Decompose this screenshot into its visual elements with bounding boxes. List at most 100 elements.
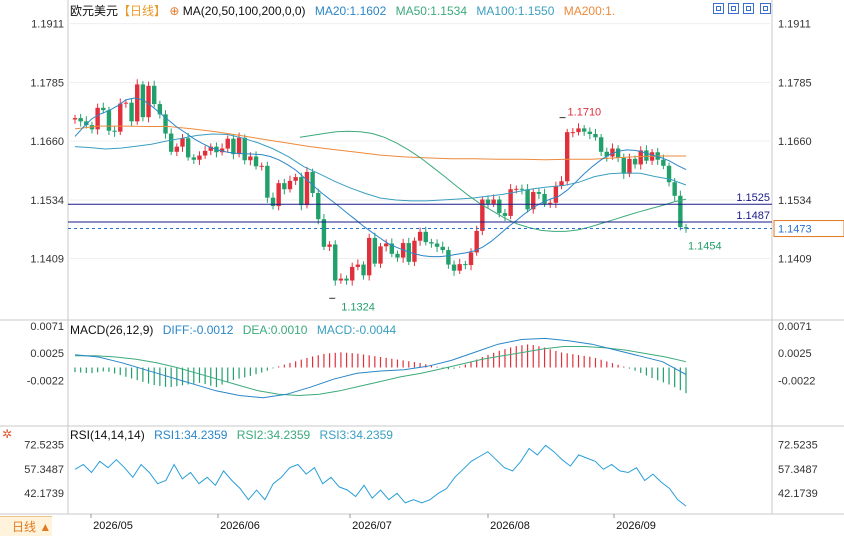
candle-body bbox=[366, 237, 372, 276]
candle-body bbox=[174, 146, 180, 152]
candle-body bbox=[316, 192, 321, 220]
candle-body bbox=[598, 137, 604, 152]
candle-body bbox=[72, 118, 78, 120]
indicator-settings-icon[interactable]: ✲ bbox=[2, 427, 13, 441]
candle-body bbox=[434, 243, 440, 247]
price-tick-left: 1.1534 bbox=[30, 195, 64, 207]
candle-body bbox=[468, 252, 474, 266]
candle-body bbox=[463, 264, 468, 266]
current-price-label: 1.1473 bbox=[778, 224, 812, 236]
candle-body bbox=[514, 188, 519, 190]
candle-body bbox=[542, 193, 547, 204]
rsi3-legend: RSI3:34.2359 bbox=[319, 428, 393, 442]
ma20-legend: MA20:1.1602 bbox=[314, 4, 387, 18]
period-label[interactable]: 【日线】 bbox=[118, 4, 167, 18]
candle-body bbox=[576, 128, 581, 133]
candle-body bbox=[338, 278, 344, 281]
candle-body bbox=[84, 121, 89, 126]
candle-body bbox=[604, 151, 609, 157]
candle-body bbox=[304, 171, 310, 206]
candle-body bbox=[627, 158, 632, 174]
recent-low-label: 1.1454 bbox=[688, 240, 722, 252]
period-tab-label: 日线 bbox=[12, 520, 37, 534]
rsi-spec-label[interactable]: RSI(14,14,14) bbox=[70, 428, 145, 442]
candle-body bbox=[112, 130, 117, 132]
candle-body bbox=[429, 242, 434, 244]
price-tick-left: 1.1409 bbox=[30, 254, 64, 266]
level-1-label: 1.1525 bbox=[736, 192, 770, 204]
ma-spec-label[interactable]: MA(20,50,100,200,0,0) bbox=[182, 4, 306, 18]
price-tick-left: 1.1911 bbox=[31, 19, 64, 31]
zoom-tool-icon[interactable] bbox=[728, 3, 739, 14]
candle-body bbox=[678, 195, 683, 228]
candle-body bbox=[581, 128, 587, 132]
candle-body bbox=[383, 243, 389, 247]
candle-body bbox=[242, 137, 247, 161]
candle-body bbox=[197, 155, 202, 160]
rsi-tick-left: 57.3487 bbox=[24, 464, 64, 476]
macd-header: MACD(26,12,9) DIFF:-0.0012 DEA:0.0010 MA… bbox=[70, 323, 396, 337]
candle-body bbox=[570, 132, 576, 134]
rsi-tick-left: 42.1739 bbox=[24, 488, 64, 500]
candle-body bbox=[185, 138, 191, 158]
candle-body bbox=[502, 213, 508, 216]
candle-body bbox=[457, 264, 462, 271]
candle-body bbox=[451, 264, 457, 271]
x-axis-label: 2026/09 bbox=[616, 520, 656, 532]
diff-line bbox=[74, 337, 687, 399]
candle-body bbox=[219, 148, 225, 153]
price-tick-right: 1.1785 bbox=[778, 78, 812, 90]
period-tab[interactable]: 日线 ▲ bbox=[0, 516, 52, 536]
candle-body bbox=[276, 183, 281, 207]
candle-body bbox=[180, 138, 185, 147]
candle-body bbox=[525, 189, 530, 210]
high-label: 1.1710 bbox=[568, 107, 602, 119]
candle-body bbox=[106, 110, 112, 131]
candle-body bbox=[248, 156, 253, 161]
macd-tick-right: 0.0025 bbox=[778, 348, 812, 360]
crosshair-tool-icon[interactable] bbox=[713, 3, 724, 14]
candle-body bbox=[531, 192, 536, 210]
move-tool-icon[interactable] bbox=[743, 3, 754, 14]
candle-body bbox=[485, 199, 491, 204]
dea-legend: DEA:0.0010 bbox=[242, 323, 308, 337]
price-header: 欧元美元【日线】 ⊕ MA(20,50,100,200,0,0) MA20:1.… bbox=[70, 4, 615, 18]
low-label: 1.1324 bbox=[341, 301, 375, 313]
rsi-tick-right: 57.3487 bbox=[778, 464, 818, 476]
candle-body bbox=[389, 243, 395, 254]
settings-gear-icon[interactable]: ⊕ bbox=[169, 4, 180, 18]
macd-spec-label[interactable]: MACD(26,12,9) bbox=[70, 323, 154, 337]
candle-body bbox=[157, 104, 163, 115]
candle-body bbox=[208, 146, 213, 151]
ma100-legend: MA100:1.1550 bbox=[476, 4, 555, 18]
price-tick-right: 1.1534 bbox=[778, 195, 812, 207]
fullscreen-icon[interactable] bbox=[760, 3, 771, 14]
current-price-tag bbox=[773, 220, 844, 238]
candle-body bbox=[474, 230, 479, 253]
candle-body bbox=[587, 131, 593, 135]
candle-body bbox=[610, 148, 615, 157]
macd-tick-left: 0.0071 bbox=[30, 321, 64, 333]
candle-body bbox=[118, 103, 123, 132]
candle-body bbox=[282, 183, 287, 190]
candle-body bbox=[615, 148, 621, 158]
candle-body bbox=[123, 102, 129, 104]
ma50-line bbox=[299, 130, 687, 232]
candle-body bbox=[333, 244, 338, 281]
caret-up-icon: ▲ bbox=[36, 520, 52, 534]
macd-legend: MACD:-0.0044 bbox=[316, 323, 397, 337]
candle-body bbox=[440, 246, 445, 251]
candle-body bbox=[327, 244, 332, 247]
dea-line bbox=[75, 346, 687, 397]
candle-body bbox=[632, 158, 638, 165]
rsi-line bbox=[74, 444, 687, 507]
candle-body bbox=[553, 185, 559, 203]
macd-tick-right: 0.0071 bbox=[778, 321, 812, 333]
candle-body bbox=[508, 189, 513, 216]
price-tick-right: 1.1409 bbox=[778, 254, 812, 266]
candle-body bbox=[140, 84, 146, 118]
candle-body bbox=[683, 227, 689, 229]
candle-body bbox=[152, 85, 157, 105]
level-2-label: 1.1487 bbox=[736, 210, 770, 222]
